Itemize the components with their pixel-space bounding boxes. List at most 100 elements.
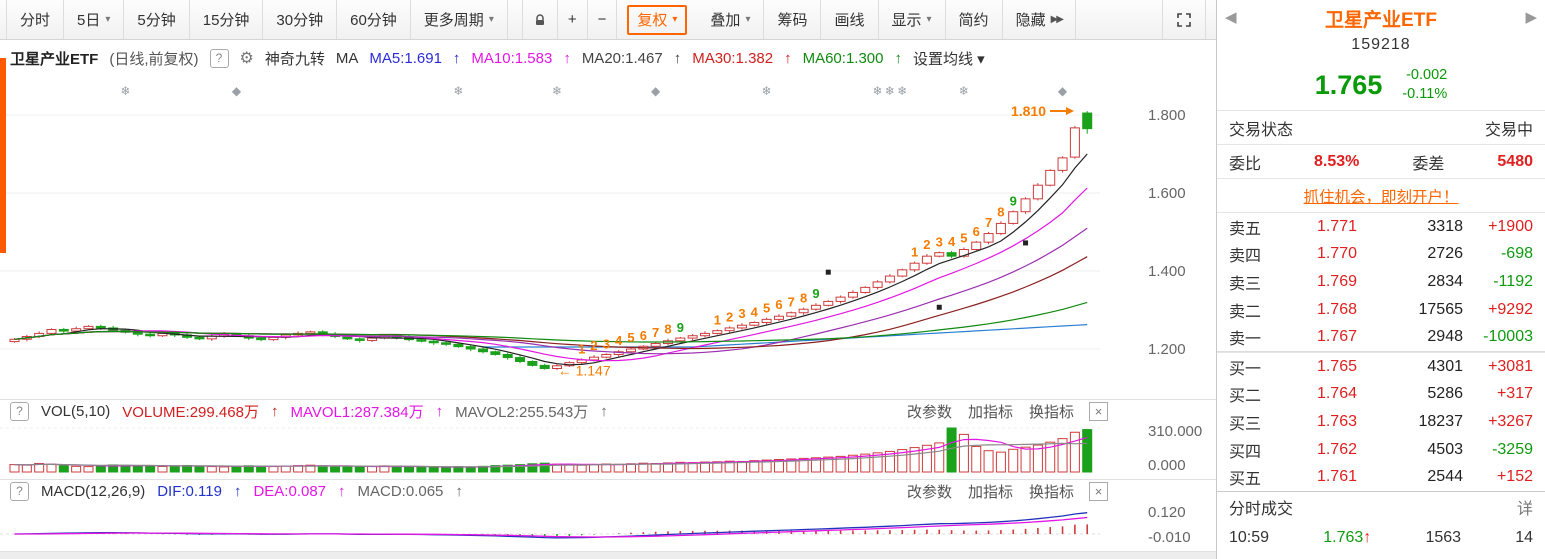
- svg-text:❄: ❄: [762, 84, 772, 98]
- volume-panel-header: ? VOL(5,10) VOLUME:299.468万 ↑ MAVOL1:287.…: [0, 401, 1216, 421]
- order-row[interactable]: 卖一 1.767 2948 -10003: [1217, 323, 1545, 351]
- fullscreen-button[interactable]: [1162, 0, 1206, 39]
- weicha-label: 委差: [1412, 155, 1445, 173]
- zoom-in-button[interactable]: +: [558, 0, 588, 39]
- order-row[interactable]: 卖二 1.768 17565 +9292: [1217, 296, 1545, 324]
- svg-text:◆: ◆: [232, 84, 242, 98]
- svg-text:5: 5: [763, 301, 770, 316]
- trade-status-label: 交易状态: [1229, 121, 1294, 139]
- caret-down-icon: ▾: [926, 14, 932, 25]
- vol-actions: 改参数 加指标 换指标: [907, 401, 1074, 422]
- ma10-value: MA10:1.583: [471, 49, 553, 67]
- adjust-price-button[interactable]: 复权 ▾: [627, 4, 688, 35]
- next-stock-arrow-icon[interactable]: ▶: [1525, 9, 1537, 26]
- order-delta: +152: [1496, 468, 1533, 486]
- overlay-button[interactable]: 叠加 ▾: [697, 0, 765, 39]
- display-button[interactable]: 显示 ▾: [879, 0, 946, 39]
- simple-mode-button[interactable]: 简约: [946, 0, 1003, 39]
- draw-line-button[interactable]: 画线: [821, 0, 879, 39]
- svg-text:3: 3: [603, 336, 610, 351]
- order-delta: -1192: [1493, 272, 1533, 290]
- order-row[interactable]: 卖三 1.769 2834 -1192: [1217, 268, 1545, 296]
- macd-chart-svg[interactable]: 0.120 -0.010: [0, 497, 1216, 552]
- order-row[interactable]: 卖五 1.771 3318 +1900: [1217, 213, 1545, 241]
- order-level-label: 卖三: [1229, 275, 1262, 293]
- svg-text:6: 6: [973, 224, 980, 239]
- caret-down-icon: ▾: [672, 14, 678, 25]
- switch-indicator-button[interactable]: 换指标: [1028, 483, 1074, 501]
- tick-row[interactable]: 10:59 1.763↑ 1563 14: [1217, 522, 1545, 554]
- toolbar-button-5day[interactable]: 5日 ▾: [64, 0, 125, 39]
- order-level-label: 卖四: [1229, 248, 1262, 266]
- toolbar-button-more-periods[interactable]: 更多周期 ▾: [411, 0, 508, 39]
- tick-volume: 1563: [1425, 528, 1462, 546]
- svg-text:1: 1: [714, 313, 721, 328]
- order-level-label: 卖二: [1229, 303, 1262, 321]
- order-volume: 2544: [1427, 468, 1463, 486]
- order-row[interactable]: 买五 1.761 2544 +152: [1217, 463, 1545, 491]
- change-params-button[interactable]: 改参数: [906, 403, 952, 421]
- close-icon[interactable]: ×: [1089, 482, 1108, 501]
- toolbar-button-intraday[interactable]: 分时: [6, 0, 65, 39]
- mavol1-value: MAVOL1:287.384万: [290, 403, 424, 421]
- ask-order-book: 卖五 1.771 3318 +1900 卖四 1.770 2726 -698 卖三 1.769 28…: [1217, 212, 1545, 352]
- lock-button[interactable]: [523, 0, 558, 39]
- up-arrow-icon: ↑: [270, 402, 279, 420]
- toolbar-button-15min[interactable]: 15分钟: [190, 0, 264, 39]
- svg-text:0.000: 0.000: [1148, 457, 1186, 474]
- change-params-button[interactable]: 改参数: [906, 483, 952, 501]
- svg-text:1.200: 1.200: [1148, 341, 1186, 358]
- order-row[interactable]: 买三 1.763 18237 +3267: [1217, 408, 1545, 436]
- up-arrow-icon: ↑: [673, 49, 682, 67]
- bottom-strip: [0, 552, 1216, 559]
- order-price: 1.764: [1316, 385, 1357, 403]
- help-icon[interactable]: ?: [209, 48, 229, 68]
- switch-indicator-button[interactable]: 换指标: [1028, 403, 1074, 421]
- gear-icon[interactable]: ⚙: [239, 50, 254, 67]
- tick-detail-link[interactable]: 详: [1516, 500, 1533, 518]
- order-row[interactable]: 卖四 1.770 2726 -698: [1217, 241, 1545, 269]
- toolbar-button-30min[interactable]: 30分钟: [263, 0, 338, 39]
- svg-text:1.400: 1.400: [1148, 263, 1186, 280]
- chip-distribution-button[interactable]: 筹码: [764, 0, 822, 39]
- svg-text:1: 1: [578, 341, 585, 356]
- caret-down-icon: ▾: [488, 14, 494, 25]
- svg-text:6: 6: [775, 297, 782, 312]
- order-level-label: 买一: [1229, 360, 1262, 378]
- mavol2-value: MAVOL2:255.543万: [455, 403, 589, 421]
- ma-settings-button[interactable]: 设置均线 ▾: [912, 50, 985, 68]
- toolbar-button-60min[interactable]: 60分钟: [337, 0, 411, 39]
- order-level-label: 买五: [1229, 471, 1262, 489]
- panel-divider: [0, 399, 1216, 400]
- help-icon[interactable]: ?: [10, 481, 29, 501]
- order-price: 1.761: [1316, 468, 1357, 486]
- volume-chart-svg[interactable]: 310.000 0.000: [0, 420, 1216, 477]
- left-edge-strip[interactable]: [0, 58, 6, 253]
- open-account-ad-link[interactable]: 抓住机会，即刻开户！: [1217, 178, 1545, 212]
- macd-panel-header: ? MACD(12,26,9) DIF:0.119 ↑ DEA:0.087 ↑ MA…: [0, 481, 1216, 501]
- svg-text:❄: ❄: [552, 84, 562, 98]
- close-icon[interactable]: ×: [1089, 402, 1108, 421]
- order-volume: 17565: [1418, 300, 1464, 318]
- svg-text:← 1.147: ← 1.147: [558, 363, 611, 379]
- indicator-name[interactable]: 神奇九转: [264, 50, 325, 68]
- chart-legend: 卫星产业ETF (日线,前复权) ? ⚙ 神奇九转 MA MA5:1.691 ↑ …: [10, 47, 985, 69]
- prev-stock-arrow-icon[interactable]: ◀: [1225, 9, 1237, 26]
- up-arrow-icon: ↑: [563, 49, 571, 67]
- order-row[interactable]: 买一 1.765 4301 +3081: [1217, 353, 1545, 381]
- add-indicator-button[interactable]: 加指标: [967, 403, 1013, 421]
- tick-list-title: 分时成交: [1229, 500, 1294, 518]
- zoom-out-button[interactable]: −: [588, 0, 618, 39]
- order-volume: 18237: [1418, 412, 1464, 430]
- toolbar-button-5min[interactable]: 5分钟: [124, 0, 190, 39]
- help-icon[interactable]: ?: [10, 401, 29, 421]
- dif-value: DIF:0.119: [157, 482, 222, 500]
- svg-text:◆: ◆: [651, 84, 661, 98]
- add-indicator-button[interactable]: 加指标: [967, 483, 1013, 501]
- order-row[interactable]: 买四 1.762 4503 -3259: [1217, 436, 1545, 464]
- trade-status-value: 交易中: [1484, 121, 1533, 139]
- hide-button[interactable]: 隐藏 ▶▶: [1003, 0, 1076, 39]
- order-row[interactable]: 买二 1.764 5286 +317: [1217, 381, 1545, 409]
